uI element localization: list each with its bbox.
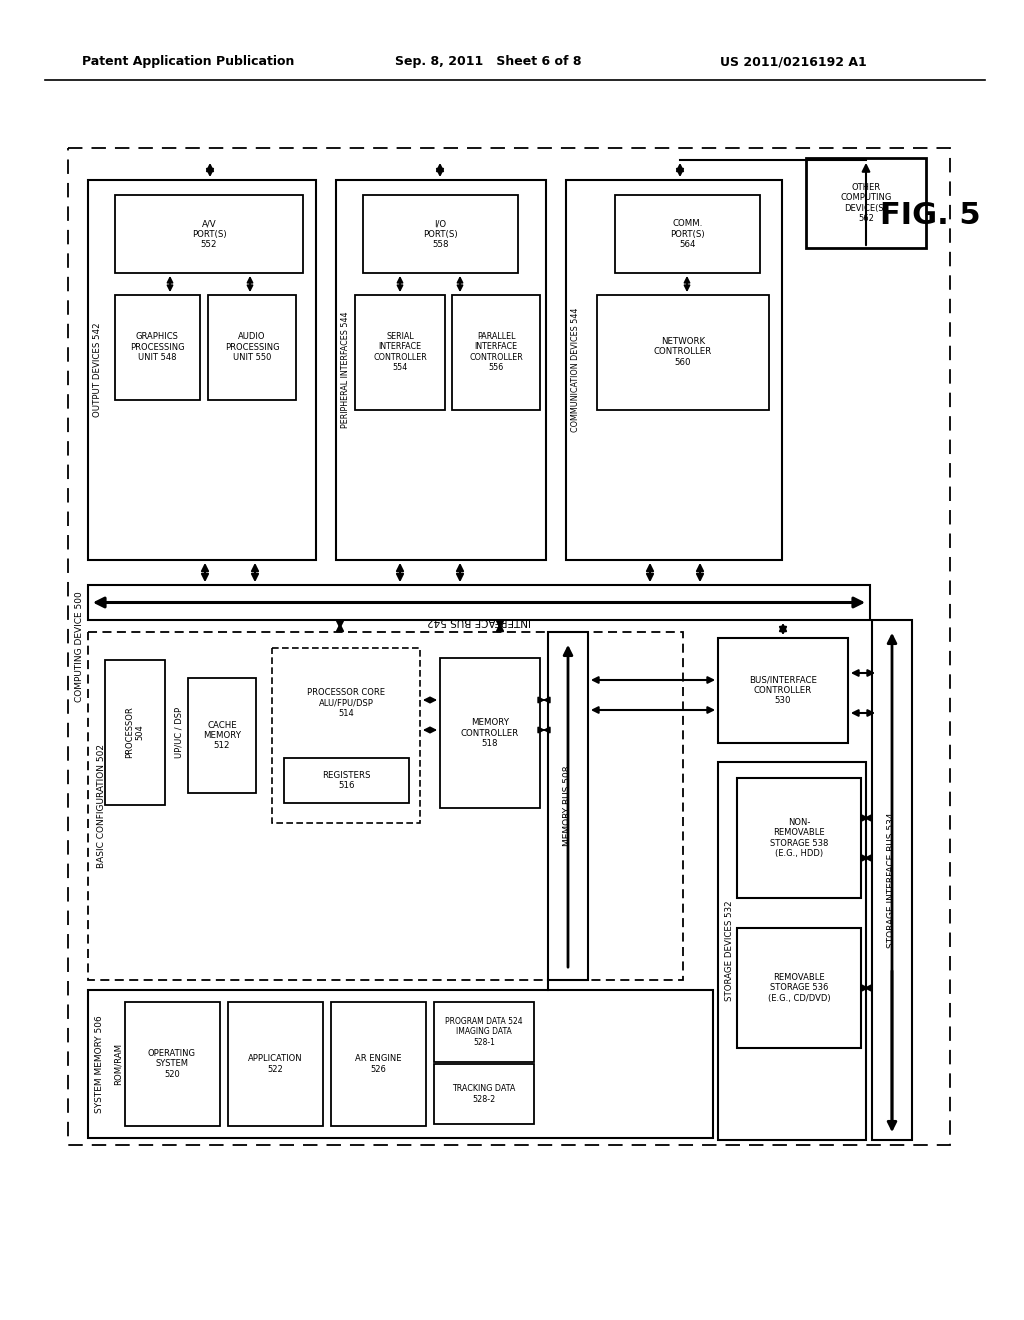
Text: PARALLEL
INTERFACE
CONTROLLER
556: PARALLEL INTERFACE CONTROLLER 556 (469, 331, 523, 372)
Bar (615, 195, 760, 273)
Text: STORAGE DEVICES 532: STORAGE DEVICES 532 (725, 900, 734, 1002)
Text: CACHE
MEMORY
512: CACHE MEMORY 512 (203, 721, 241, 750)
Text: REMOVABLE
STORAGE 536
(E.G., CD/DVD): REMOVABLE STORAGE 536 (E.G., CD/DVD) (768, 973, 830, 1003)
Text: PERIPHERAL INTERFACES 544: PERIPHERAL INTERFACES 544 (341, 312, 350, 428)
Text: FIG. 5: FIG. 5 (880, 201, 980, 230)
Text: SERIAL
INTERFACE
CONTROLLER
554: SERIAL INTERFACE CONTROLLER 554 (373, 331, 427, 372)
Text: UP/UC / DSP: UP/UC / DSP (174, 708, 183, 758)
Text: US 2011/0216192 A1: US 2011/0216192 A1 (720, 55, 866, 69)
Bar (336, 180, 546, 560)
Text: INTERFACE BUS 542: INTERFACE BUS 542 (427, 615, 531, 626)
Bar (597, 294, 769, 411)
Bar (125, 1002, 220, 1126)
Bar (548, 632, 588, 979)
Bar (88, 585, 870, 620)
Text: REGISTERS
516: REGISTERS 516 (323, 771, 371, 791)
Bar (872, 620, 912, 1140)
Text: PROCESSOR
504: PROCESSOR 504 (125, 706, 144, 759)
Bar (188, 678, 256, 793)
Text: GRAPHICS
PROCESSING
UNIT 548: GRAPHICS PROCESSING UNIT 548 (130, 333, 184, 362)
Bar (115, 195, 303, 273)
Bar (452, 294, 540, 411)
Bar (105, 660, 165, 805)
Text: TRACKING DATA
528-2: TRACKING DATA 528-2 (453, 1084, 516, 1104)
Bar (806, 158, 926, 248)
Bar (68, 148, 950, 1144)
Text: APPLICATION
522: APPLICATION 522 (248, 1055, 302, 1073)
Bar (272, 648, 420, 822)
Bar (88, 990, 713, 1138)
Bar (434, 1002, 534, 1063)
Bar (228, 1002, 323, 1126)
Text: AUDIO
PROCESSING
UNIT 550: AUDIO PROCESSING UNIT 550 (224, 333, 280, 362)
Text: MEMORY
CONTROLLER
518: MEMORY CONTROLLER 518 (461, 718, 519, 748)
Bar (440, 657, 540, 808)
Text: BASIC CONFIGURATION 502: BASIC CONFIGURATION 502 (97, 744, 106, 869)
Bar (737, 928, 861, 1048)
Text: NETWORK
CONTROLLER
560: NETWORK CONTROLLER 560 (654, 337, 712, 367)
Bar (434, 1064, 534, 1125)
Bar (88, 632, 683, 979)
Text: BUS/INTERFACE
CONTROLLER
530: BUS/INTERFACE CONTROLLER 530 (749, 676, 817, 705)
Text: A/V
PORT(S)
552: A/V PORT(S) 552 (191, 219, 226, 249)
Text: PROCESSOR CORE
ALU/FPU/DSP
514: PROCESSOR CORE ALU/FPU/DSP 514 (307, 688, 385, 718)
Text: COMM.
PORT(S)
564: COMM. PORT(S) 564 (670, 219, 705, 249)
Text: NON-
REMOVABLE
STORAGE 538
(E.G., HDD): NON- REMOVABLE STORAGE 538 (E.G., HDD) (770, 818, 828, 858)
Bar (355, 294, 445, 411)
Text: SYSTEM MEMORY 506: SYSTEM MEMORY 506 (95, 1015, 104, 1113)
Text: MEMORY BUS 508: MEMORY BUS 508 (563, 766, 572, 846)
Bar (88, 180, 316, 560)
Text: OTHER
COMPUTING
DEVICE(S)
562: OTHER COMPUTING DEVICE(S) 562 (841, 183, 892, 223)
Text: Patent Application Publication: Patent Application Publication (82, 55, 294, 69)
Bar (331, 1002, 426, 1126)
Text: PROGRAM DATA 524
IMAGING DATA
528-1: PROGRAM DATA 524 IMAGING DATA 528-1 (445, 1018, 523, 1047)
Bar (115, 294, 200, 400)
Bar (718, 638, 848, 743)
Text: OPERATING
SYSTEM
520: OPERATING SYSTEM 520 (148, 1049, 196, 1078)
Text: ROM/RAM: ROM/RAM (114, 1043, 123, 1085)
Text: COMPUTING DEVICE 500: COMPUTING DEVICE 500 (75, 591, 84, 702)
Bar (718, 762, 866, 1140)
Bar (737, 777, 861, 898)
Text: COMMUNICATION DEVICES 544: COMMUNICATION DEVICES 544 (571, 308, 581, 432)
Text: AR ENGINE
526: AR ENGINE 526 (354, 1055, 401, 1073)
Text: OUTPUT DEVICES 542: OUTPUT DEVICES 542 (93, 322, 102, 417)
Bar (208, 294, 296, 400)
Bar (284, 758, 409, 803)
Bar (362, 195, 518, 273)
Text: I/O
PORT(S)
558: I/O PORT(S) 558 (423, 219, 458, 249)
Bar (566, 180, 782, 560)
Text: Sep. 8, 2011   Sheet 6 of 8: Sep. 8, 2011 Sheet 6 of 8 (395, 55, 582, 69)
Text: STORAGE INTERFACE BUS 534: STORAGE INTERFACE BUS 534 (888, 812, 896, 948)
